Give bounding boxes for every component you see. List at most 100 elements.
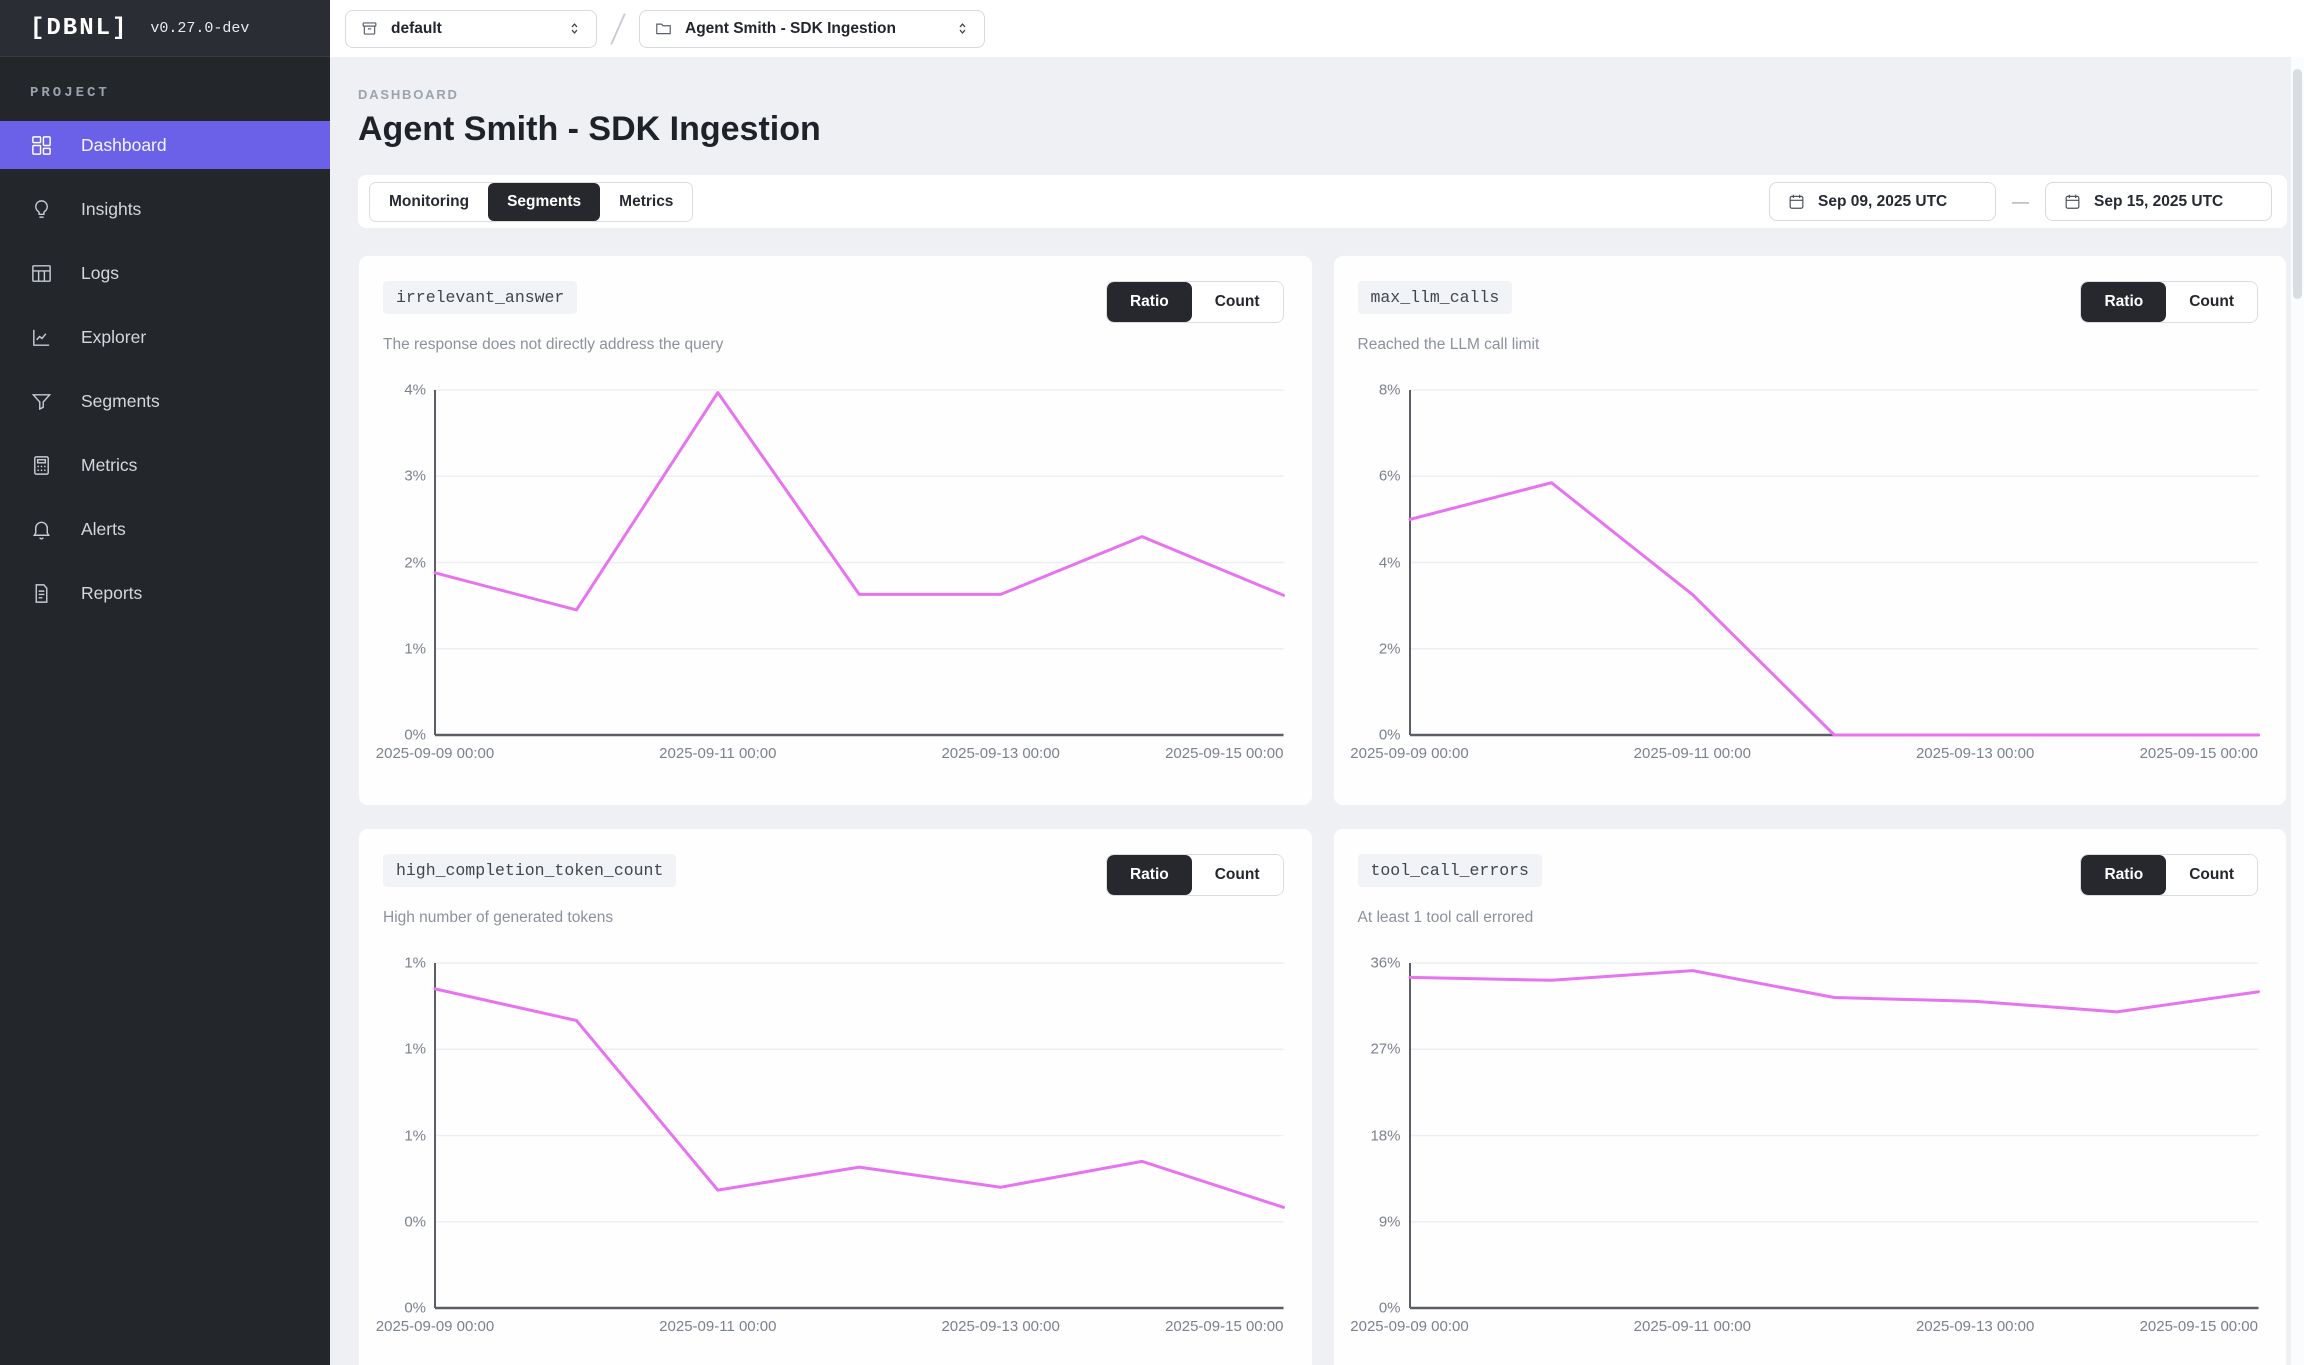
chart-plot-area: [1410, 963, 2259, 1308]
workspace-label: default: [391, 19, 442, 37]
x-axis-label: 2025-09-13 00:00: [941, 745, 1060, 762]
ratio-button[interactable]: Ratio: [1106, 282, 1192, 322]
y-axis-label: 4%: [1378, 554, 1401, 571]
card-header: tool_call_errors Ratio Count: [1357, 854, 2258, 896]
y-axis-label: 2%: [1378, 640, 1401, 658]
count-button[interactable]: Count: [1191, 855, 1283, 895]
metric-description: High number of generated tokens: [383, 909, 614, 926]
dashboard-toolbar: Monitoring Segments Metrics Sep 09, 2025 U…: [358, 175, 2287, 228]
y-axis-label: 36%: [1370, 954, 1401, 972]
page-title: Agent Smith - SDK Ingestion: [358, 110, 821, 148]
chart-line: [435, 989, 1284, 1207]
breadcrumb-slash-divider: [610, 12, 626, 45]
sidebar-item-logs[interactable]: Logs: [0, 249, 330, 297]
folder-icon: [656, 23, 671, 35]
topbar: default Agent Smith - SDK Ingestion: [330, 0, 2304, 57]
metric-description: At least 1 tool call errored: [1357, 909, 1534, 926]
end-date-value: Sep 15, 2025 UTC: [2094, 192, 2224, 210]
y-axis-label: 6%: [1378, 467, 1401, 485]
x-axis-label: 2025-09-15 00:00: [2139, 1318, 2258, 1335]
tab-segments[interactable]: Segments: [488, 182, 601, 221]
chevron-up-down-icon: [571, 23, 578, 34]
metric-card-tool_call_errors: tool_call_errors Ratio Count At least 1 too…: [1332, 828, 2287, 1365]
chart-line: [1410, 971, 2259, 1012]
y-axis: 0% 2% 4% 6% 8%: [1358, 382, 1410, 744]
chart-plot-area: [1410, 390, 2259, 735]
count-button[interactable]: Count: [2166, 282, 2257, 322]
y-axis-label: 0%: [1378, 1299, 1401, 1317]
tab-monitoring[interactable]: Monitoring: [370, 182, 489, 221]
bell-icon: [33, 521, 50, 539]
y-axis-label: 4%: [404, 381, 426, 399]
y-axis-label: 2%: [404, 554, 426, 571]
metric-card-max_llm_calls: max_llm_calls Ratio Count Reached the LLM c…: [1332, 255, 2287, 806]
sidebar-item-reports[interactable]: Reports: [0, 569, 330, 617]
sidebar-item-insights[interactable]: Insights: [0, 185, 330, 233]
sidebar-item-dashboard[interactable]: Dashboard: [0, 121, 330, 169]
x-axis: 2025-09-09 00:00 2025-09-11 00:00 2025-09-…: [1350, 735, 2258, 765]
dashboard-content: DASHBOARD Agent Smith - SDK Ingestion Mo…: [330, 57, 2304, 1365]
chart-canvas: [435, 963, 1284, 1308]
sidebar-item-label: Reports: [81, 582, 143, 603]
app-version: v0.27.0-dev: [150, 19, 250, 37]
sidebar: [DBNL] v0.27.0-dev PROJECT Dashboard Insi…: [0, 0, 330, 1365]
scrollbar-track[interactable]: [2291, 57, 2304, 1365]
metric-name-chip: max_llm_calls: [1357, 281, 1513, 314]
chevron-up-down-icon: [959, 23, 966, 34]
line-chart: 0% 9% 18% 27% 36%: [1358, 955, 2259, 1317]
y-axis-label: 27%: [1370, 1040, 1401, 1058]
line-chart: 0% 1% 2% 3% 4%: [383, 382, 1284, 744]
count-button[interactable]: Count: [2166, 855, 2257, 895]
end-date-picker[interactable]: Sep 15, 2025 UTC: [2045, 182, 2272, 221]
scrollbar-thumb[interactable]: [2293, 69, 2302, 299]
archive-icon: [362, 22, 377, 35]
ratio-button[interactable]: Ratio: [2081, 282, 2167, 322]
sidebar-item-metrics[interactable]: Metrics: [0, 441, 330, 489]
table-icon: [32, 264, 51, 282]
dbnl-logo: [DBNL]: [30, 14, 129, 42]
ratio-button[interactable]: Ratio: [1106, 855, 1192, 895]
line-chart: 0% 0% 1% 1% 1%: [383, 955, 1284, 1317]
x-axis-label: 2025-09-11 00:00: [1633, 745, 1751, 762]
y-axis-label: 9%: [1378, 1213, 1401, 1231]
x-axis-label: 2025-09-11 00:00: [659, 745, 777, 762]
metric-name-chip: tool_call_errors: [1357, 854, 1542, 887]
x-axis: 2025-09-09 00:00 2025-09-11 00:00 2025-09-…: [376, 735, 1284, 765]
calculator-icon: [34, 455, 49, 475]
x-axis-label: 2025-09-09 00:00: [375, 1318, 495, 1335]
funnel-icon: [31, 393, 52, 410]
sidebar-item-label: Dashboard: [81, 134, 167, 155]
dashboard-icon: [32, 135, 51, 155]
start-date-value: Sep 09, 2025 UTC: [1818, 192, 1948, 210]
workspace-selector[interactable]: default: [345, 9, 597, 48]
sidebar-item-segments[interactable]: Segments: [0, 377, 330, 425]
lightbulb-icon: [35, 199, 48, 218]
sidebar-item-label: Explorer: [81, 326, 147, 347]
sidebar-item-explorer[interactable]: Explorer: [0, 313, 330, 361]
x-axis-label: 2025-09-15 00:00: [1165, 1318, 1284, 1335]
metric-name-chip: high_completion_token_count: [383, 854, 677, 887]
sidebar-item-alerts[interactable]: Alerts: [0, 505, 330, 553]
start-date-picker[interactable]: Sep 09, 2025 UTC: [1769, 182, 1996, 221]
x-axis-label: 2025-09-13 00:00: [1915, 745, 2035, 762]
y-axis-label: 3%: [404, 467, 426, 485]
ratio-button[interactable]: Ratio: [2081, 855, 2167, 895]
chart-line-icon: [33, 329, 50, 346]
date-range: Sep 09, 2025 UTC — Sep 15, 2025 UTC: [1769, 182, 2276, 221]
y-axis-label: 1%: [404, 954, 426, 972]
sidebar-nav: PROJECT Dashboard Insights Logs Explorer Seg…: [0, 57, 330, 633]
breadcrumb: DASHBOARD: [358, 87, 459, 102]
y-axis-label: 1%: [404, 1127, 426, 1144]
line-chart: 0% 2% 4% 6% 8%: [1358, 382, 2259, 744]
sidebar-item-label: Logs: [81, 262, 119, 283]
metric-description: Reached the LLM call limit: [1357, 336, 1540, 353]
card-header: max_llm_calls Ratio Count: [1357, 281, 2258, 323]
sidebar-section-label: PROJECT: [30, 85, 110, 101]
main-area: default Agent Smith - SDK Ingestion DASH…: [330, 0, 2304, 1365]
count-button[interactable]: Count: [1191, 282, 1283, 322]
x-axis-label: 2025-09-11 00:00: [1633, 1318, 1751, 1335]
x-axis-label: 2025-09-13 00:00: [941, 1318, 1060, 1335]
ratio-count-toggle: Ratio Count: [2080, 854, 2258, 896]
tab-metrics[interactable]: Metrics: [600, 182, 693, 221]
project-selector[interactable]: Agent Smith - SDK Ingestion: [639, 9, 985, 48]
